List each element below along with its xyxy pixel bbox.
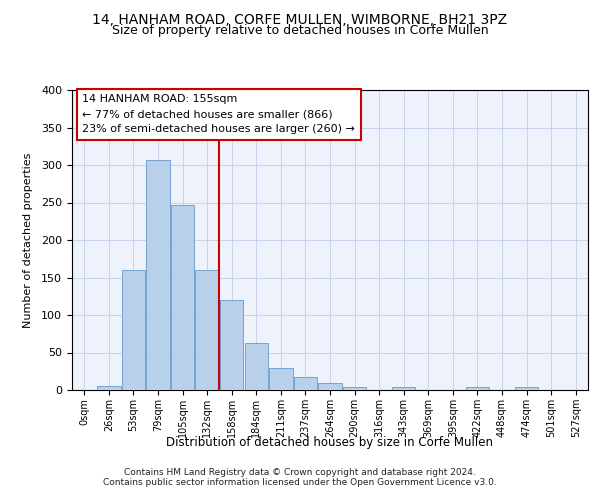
Bar [319,383,341,390]
Text: 14 HANHAM ROAD: 155sqm
← 77% of detached houses are smaller (866)
23% of semi-de: 14 HANHAM ROAD: 155sqm ← 77% of detached… [82,94,355,134]
Bar [196,270,219,390]
Bar [146,160,170,390]
Bar [343,387,366,390]
Text: Size of property relative to detached houses in Corfe Mullen: Size of property relative to detached ho… [112,24,488,37]
Y-axis label: Number of detached properties: Number of detached properties [23,152,33,328]
Bar [97,386,121,390]
Text: Distribution of detached houses by size in Corfe Mullen: Distribution of detached houses by size … [167,436,493,449]
Bar [466,387,489,390]
Text: 14, HANHAM ROAD, CORFE MULLEN, WIMBORNE, BH21 3PZ: 14, HANHAM ROAD, CORFE MULLEN, WIMBORNE,… [92,12,508,26]
Bar [171,205,194,390]
Bar [515,387,538,390]
Text: Contains public sector information licensed under the Open Government Licence v3: Contains public sector information licen… [103,478,497,487]
Bar [220,300,244,390]
Bar [392,387,415,390]
Bar [269,368,293,390]
Bar [294,377,317,390]
Text: Contains HM Land Registry data © Crown copyright and database right 2024.: Contains HM Land Registry data © Crown c… [124,468,476,477]
Bar [245,343,268,390]
Bar [122,270,145,390]
